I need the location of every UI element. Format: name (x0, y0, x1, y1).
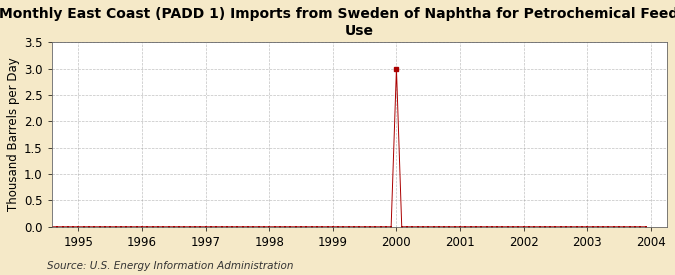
Title: Monthly East Coast (PADD 1) Imports from Sweden of Naphtha for Petrochemical Fee: Monthly East Coast (PADD 1) Imports from… (0, 7, 675, 38)
Text: Source: U.S. Energy Information Administration: Source: U.S. Energy Information Administ… (47, 261, 294, 271)
Y-axis label: Thousand Barrels per Day: Thousand Barrels per Day (7, 57, 20, 211)
